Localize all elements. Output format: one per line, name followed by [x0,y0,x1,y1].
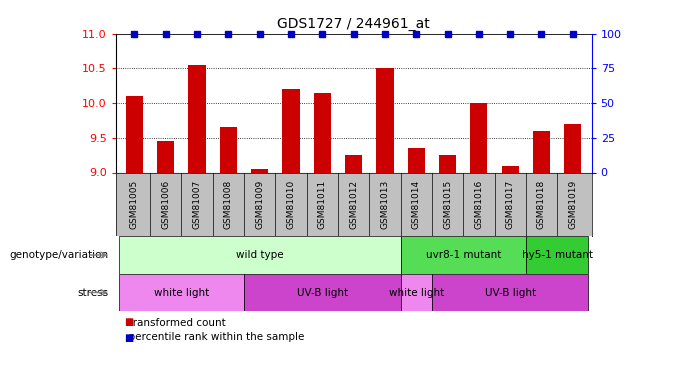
Text: GSM81015: GSM81015 [443,180,452,229]
Bar [376,68,394,172]
Text: percentile rank within the sample: percentile rank within the sample [122,333,305,342]
Bar [244,274,401,311]
Bar [401,274,432,311]
Bar [471,103,488,172]
Text: GSM81013: GSM81013 [380,180,390,229]
Text: GSM81010: GSM81010 [286,180,296,229]
Bar [401,236,526,274]
Bar [502,166,519,172]
Bar [126,96,143,172]
Text: hy5-1 mutant: hy5-1 mutant [522,250,593,260]
Text: transformed count: transformed count [122,318,226,327]
Text: GSM81005: GSM81005 [130,180,139,229]
Text: uvr8-1 mutant: uvr8-1 mutant [426,250,501,260]
Bar [345,155,362,172]
Bar [188,65,205,172]
Text: white light: white light [388,288,444,297]
Bar [251,169,269,172]
Text: GSM81017: GSM81017 [506,180,515,229]
Title: GDS1727 / 244961_at: GDS1727 / 244961_at [277,17,430,32]
Bar [119,236,401,274]
Bar [407,148,425,172]
Text: GSM81008: GSM81008 [224,180,233,229]
Text: GSM81016: GSM81016 [475,180,483,229]
Text: GSM81009: GSM81009 [255,180,264,229]
Bar [157,141,174,172]
Bar [220,128,237,172]
Bar [526,236,588,274]
Text: genotype/variation: genotype/variation [10,250,109,260]
Text: UV-B light: UV-B light [296,288,348,297]
Text: stress: stress [78,288,109,297]
Bar [439,155,456,172]
Text: GSM81019: GSM81019 [568,180,577,229]
Text: ■: ■ [124,318,133,327]
Text: ■: ■ [124,333,133,342]
Text: GSM81007: GSM81007 [192,180,201,229]
Bar [313,93,331,172]
Text: UV-B light: UV-B light [485,288,536,297]
Text: GSM81012: GSM81012 [349,180,358,229]
Text: GSM81006: GSM81006 [161,180,170,229]
Bar [282,89,300,172]
Text: GSM81011: GSM81011 [318,180,327,229]
Bar [533,131,550,172]
Bar [432,274,588,311]
Text: GSM81014: GSM81014 [411,180,421,229]
Text: white light: white light [154,288,209,297]
Text: GSM81018: GSM81018 [537,180,546,229]
Bar [119,274,244,311]
Bar [564,124,581,172]
Text: wild type: wild type [236,250,284,260]
